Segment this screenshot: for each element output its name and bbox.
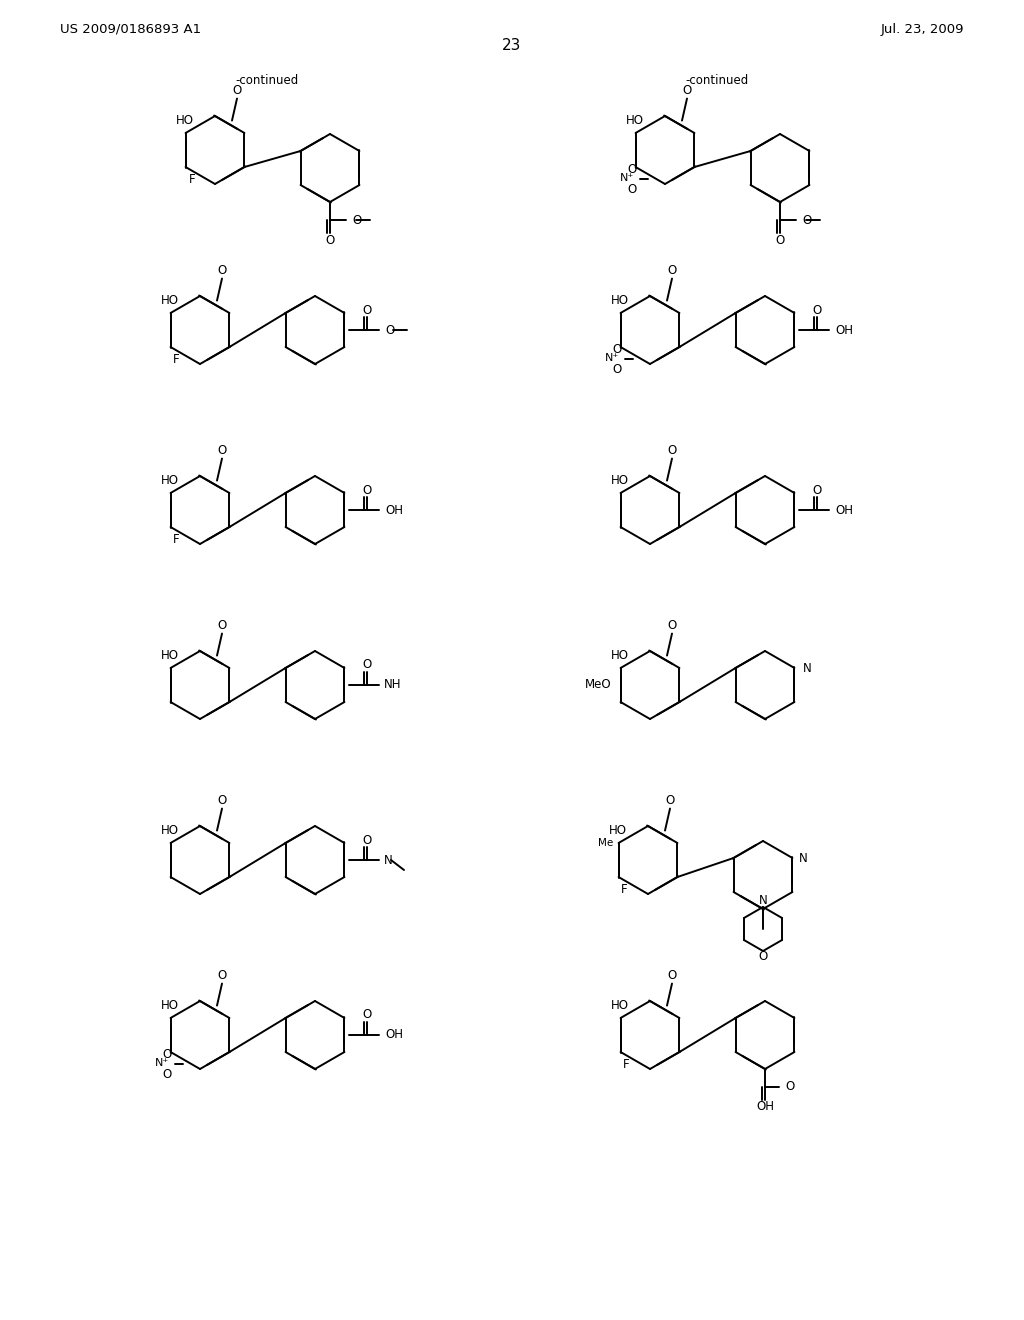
Text: O: O	[612, 343, 622, 356]
Text: Jul. 23, 2009: Jul. 23, 2009	[881, 22, 964, 36]
Text: N: N	[384, 854, 393, 866]
Text: O: O	[163, 1048, 172, 1061]
Text: 23: 23	[503, 38, 521, 53]
Text: O: O	[217, 444, 226, 457]
Text: HO: HO	[176, 114, 194, 127]
Text: HO: HO	[161, 824, 179, 837]
Text: N: N	[799, 851, 807, 865]
Text: HO: HO	[611, 999, 629, 1012]
Text: O: O	[668, 264, 677, 277]
Text: O: O	[775, 234, 784, 247]
Text: O: O	[362, 304, 372, 317]
Text: HO: HO	[611, 294, 629, 308]
Text: OH: OH	[385, 503, 403, 516]
Text: N⁺: N⁺	[620, 173, 634, 183]
Text: NH: NH	[384, 678, 401, 692]
Text: O: O	[802, 214, 811, 227]
Text: HO: HO	[611, 474, 629, 487]
Text: N: N	[759, 895, 767, 908]
Text: -continued: -continued	[234, 74, 298, 87]
Text: O: O	[217, 619, 226, 632]
Text: F: F	[622, 883, 628, 896]
Text: O: O	[668, 444, 677, 457]
Text: HO: HO	[161, 999, 179, 1012]
Text: O: O	[628, 162, 637, 176]
Text: O: O	[163, 1068, 172, 1081]
Text: HO: HO	[626, 114, 644, 127]
Text: O: O	[385, 323, 394, 337]
Text: O: O	[232, 84, 242, 98]
Text: O: O	[628, 183, 637, 195]
Text: N⁺: N⁺	[155, 1059, 169, 1068]
Text: O: O	[785, 1081, 795, 1093]
Text: O: O	[759, 950, 768, 964]
Text: -continued: -continued	[685, 74, 749, 87]
Text: N⁺: N⁺	[605, 354, 618, 363]
Text: F: F	[188, 173, 195, 186]
Text: OH: OH	[385, 1028, 403, 1041]
Text: O: O	[612, 363, 622, 376]
Text: O: O	[217, 264, 226, 277]
Text: OH: OH	[835, 323, 853, 337]
Text: O: O	[362, 659, 372, 672]
Text: O: O	[352, 214, 361, 227]
Text: O: O	[362, 833, 372, 846]
Text: O: O	[362, 1008, 372, 1022]
Text: HO: HO	[609, 824, 627, 837]
Text: O: O	[326, 234, 335, 247]
Text: O: O	[666, 795, 675, 807]
Text: HO: HO	[161, 649, 179, 663]
Text: O: O	[217, 795, 226, 807]
Text: O: O	[812, 304, 821, 317]
Text: OH: OH	[835, 503, 853, 516]
Text: HO: HO	[611, 649, 629, 663]
Text: O: O	[217, 969, 226, 982]
Text: OH: OH	[756, 1101, 774, 1114]
Text: Me: Me	[598, 838, 613, 847]
Text: O: O	[668, 969, 677, 982]
Text: F: F	[173, 352, 180, 366]
Text: O: O	[682, 84, 691, 98]
Text: O: O	[362, 483, 372, 496]
Text: HO: HO	[161, 294, 179, 308]
Text: US 2009/0186893 A1: US 2009/0186893 A1	[60, 22, 201, 36]
Text: O: O	[812, 483, 821, 496]
Text: O: O	[668, 619, 677, 632]
Text: MeO: MeO	[585, 678, 611, 692]
Text: F: F	[624, 1057, 630, 1071]
Text: F: F	[173, 533, 180, 546]
Text: HO: HO	[161, 474, 179, 487]
Text: N: N	[803, 661, 811, 675]
